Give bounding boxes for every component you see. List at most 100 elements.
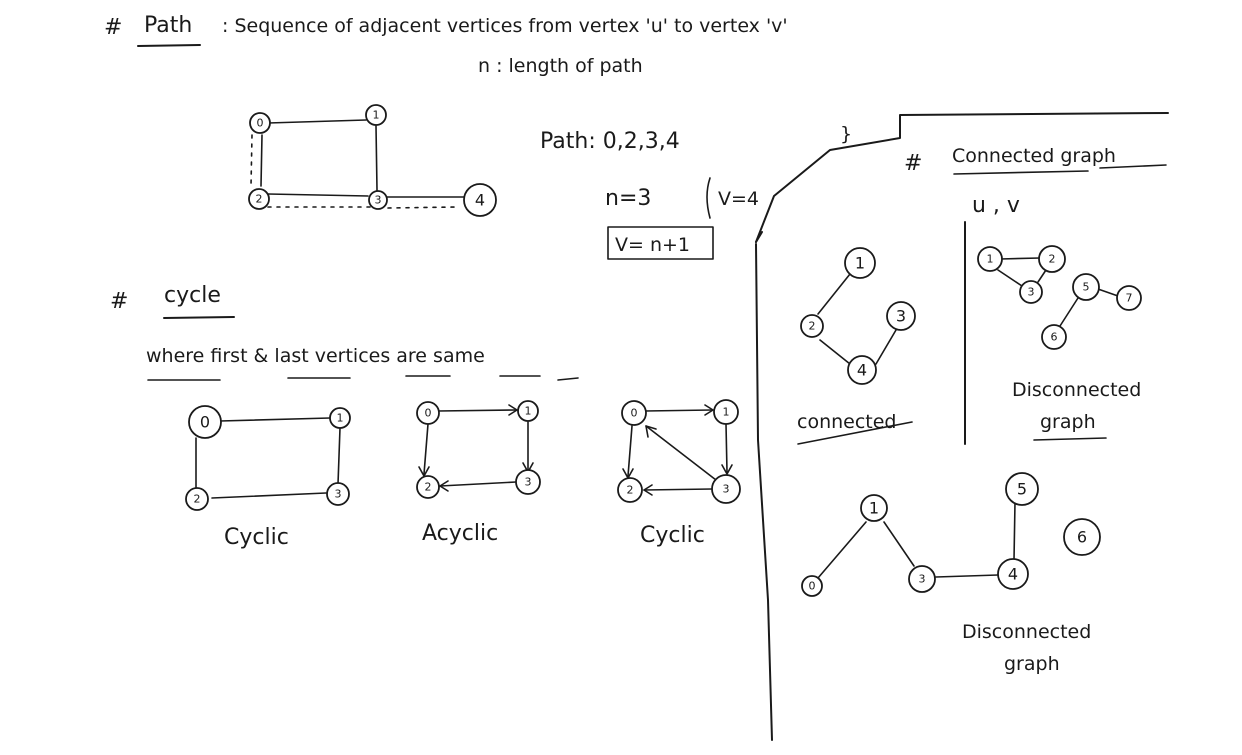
edge-3-4-highlight bbox=[387, 206, 459, 209]
svg-text:2: 2 bbox=[1049, 253, 1056, 266]
edge-3-4 bbox=[935, 574, 999, 578]
path-example-text: Path: 0,2,3,4 bbox=[540, 129, 680, 154]
svg-text:3: 3 bbox=[723, 483, 730, 496]
cycle-definition: where first & last vertices are same bbox=[146, 345, 485, 367]
node-1: 1 bbox=[365, 104, 387, 126]
formula-text: V= n+1 bbox=[615, 234, 690, 256]
connected-heading-underline-2 bbox=[1099, 164, 1167, 169]
node-2: 2 bbox=[617, 477, 643, 503]
svg-text:1: 1 bbox=[723, 406, 730, 419]
cycle-heading-underline bbox=[163, 316, 235, 319]
svg-text:4: 4 bbox=[475, 191, 485, 210]
cycle-graph-2: 0 1 2 3 Acyclic bbox=[416, 400, 541, 546]
node-3: 3 bbox=[908, 565, 936, 593]
svg-text:2: 2 bbox=[194, 493, 201, 506]
node-2: 2 bbox=[248, 188, 270, 210]
node-6: 6 bbox=[1063, 518, 1101, 556]
node-6: 6 bbox=[1041, 324, 1067, 350]
v-value: V=4 bbox=[718, 188, 759, 210]
svg-text:1: 1 bbox=[373, 109, 380, 122]
arrowhead-3-2 bbox=[439, 480, 449, 492]
node-1: 1 bbox=[329, 407, 351, 429]
svg-text:3: 3 bbox=[919, 573, 926, 586]
node-1: 1 bbox=[517, 400, 539, 422]
svg-text:0: 0 bbox=[257, 117, 264, 130]
edge-3-2 bbox=[643, 488, 713, 491]
disconnected-graph-2: 1 0 3 4 5 6 bbox=[801, 472, 1101, 597]
edge-2-3 bbox=[267, 193, 369, 197]
svg-text:2: 2 bbox=[425, 481, 432, 494]
disconnected-caption-1: Disconnected bbox=[1012, 379, 1141, 401]
node-0: 0 bbox=[801, 575, 823, 597]
disconnected-caption-1b: graph bbox=[1040, 411, 1096, 433]
section-divider-top bbox=[755, 112, 1169, 243]
arrowhead-0-1 bbox=[508, 404, 518, 416]
edge-3-0 bbox=[645, 425, 717, 481]
svg-text:2: 2 bbox=[256, 193, 263, 206]
node-2: 2 bbox=[185, 487, 209, 511]
connected-caption: connected bbox=[797, 411, 897, 433]
n-value: n=3 bbox=[605, 186, 651, 211]
node-0: 0 bbox=[416, 401, 440, 425]
edge-1-0 bbox=[817, 521, 867, 579]
edge-0-2 bbox=[423, 423, 429, 475]
node-4: 4 bbox=[997, 558, 1029, 590]
cycle-graph-1: 0 1 2 3 Cyclic bbox=[185, 405, 351, 550]
arrowhead-1-3 bbox=[721, 464, 733, 475]
node-2: 2 bbox=[1038, 245, 1066, 273]
node-2: 2 bbox=[800, 314, 824, 338]
path-heading-underline bbox=[137, 44, 201, 47]
disconnected-caption-1-underline bbox=[1033, 437, 1107, 441]
node-2: 2 bbox=[416, 475, 440, 499]
edge-0-1 bbox=[219, 417, 331, 422]
edge-2-3 bbox=[1037, 269, 1047, 283]
node-4: 4 bbox=[847, 355, 877, 385]
cycle-heading: cycle bbox=[164, 283, 221, 308]
path-heading-hash: # bbox=[104, 15, 122, 40]
cycle-heading-hash: # bbox=[110, 289, 128, 314]
divider-tick bbox=[755, 231, 763, 243]
svg-text:0: 0 bbox=[200, 413, 210, 432]
edge-1-3 bbox=[337, 427, 341, 485]
node-5: 5 bbox=[1005, 472, 1039, 506]
connected-heading: Connected graph bbox=[952, 145, 1116, 167]
svg-text:1: 1 bbox=[987, 253, 994, 266]
path-section: # Path : Sequence of adjacent vertices f… bbox=[104, 13, 852, 260]
svg-text:6: 6 bbox=[1077, 528, 1087, 547]
edge-4-3 bbox=[875, 329, 897, 365]
caption: Cyclic bbox=[640, 523, 705, 548]
section-divider-vertical bbox=[755, 243, 773, 741]
connected-section: # Connected graph u , v 1 2 3 4 connecte… bbox=[797, 145, 1167, 675]
svg-text:3: 3 bbox=[375, 194, 382, 207]
edge-0-1 bbox=[267, 119, 367, 124]
svg-text:1: 1 bbox=[337, 412, 344, 425]
formula-box bbox=[607, 226, 714, 260]
svg-text:1: 1 bbox=[869, 499, 879, 518]
svg-text:2: 2 bbox=[809, 320, 816, 333]
node-0: 0 bbox=[621, 400, 647, 426]
svg-text:2: 2 bbox=[627, 484, 634, 497]
path-definition: : Sequence of adjacent vertices from ver… bbox=[222, 15, 788, 37]
edge-0-2 bbox=[260, 134, 263, 187]
edge-3-2 bbox=[439, 481, 517, 487]
svg-text:0: 0 bbox=[425, 407, 432, 420]
node-4: 4 bbox=[463, 183, 497, 217]
svg-text:0: 0 bbox=[631, 407, 638, 420]
edge-0-1 bbox=[644, 409, 713, 412]
edge-1-2 bbox=[999, 257, 1041, 260]
node-5: 5 bbox=[1072, 273, 1100, 301]
cycle-section: # cycle where first & last vertices are … bbox=[110, 283, 741, 550]
edge-0-2-highlight bbox=[250, 134, 253, 187]
path-length-note: n : length of path bbox=[478, 55, 643, 77]
node-1: 1 bbox=[977, 246, 1003, 272]
svg-text:3: 3 bbox=[525, 476, 532, 489]
disconnected-graph-1: 1 2 3 5 7 6 bbox=[977, 245, 1142, 350]
caption: Acyclic bbox=[422, 521, 498, 546]
arrowhead-3-2 bbox=[643, 484, 653, 496]
node-1: 1 bbox=[860, 494, 888, 522]
svg-text:6: 6 bbox=[1051, 331, 1058, 344]
svg-text:4: 4 bbox=[857, 361, 867, 380]
svg-text:4: 4 bbox=[1008, 565, 1018, 584]
svg-text:5: 5 bbox=[1083, 281, 1090, 294]
